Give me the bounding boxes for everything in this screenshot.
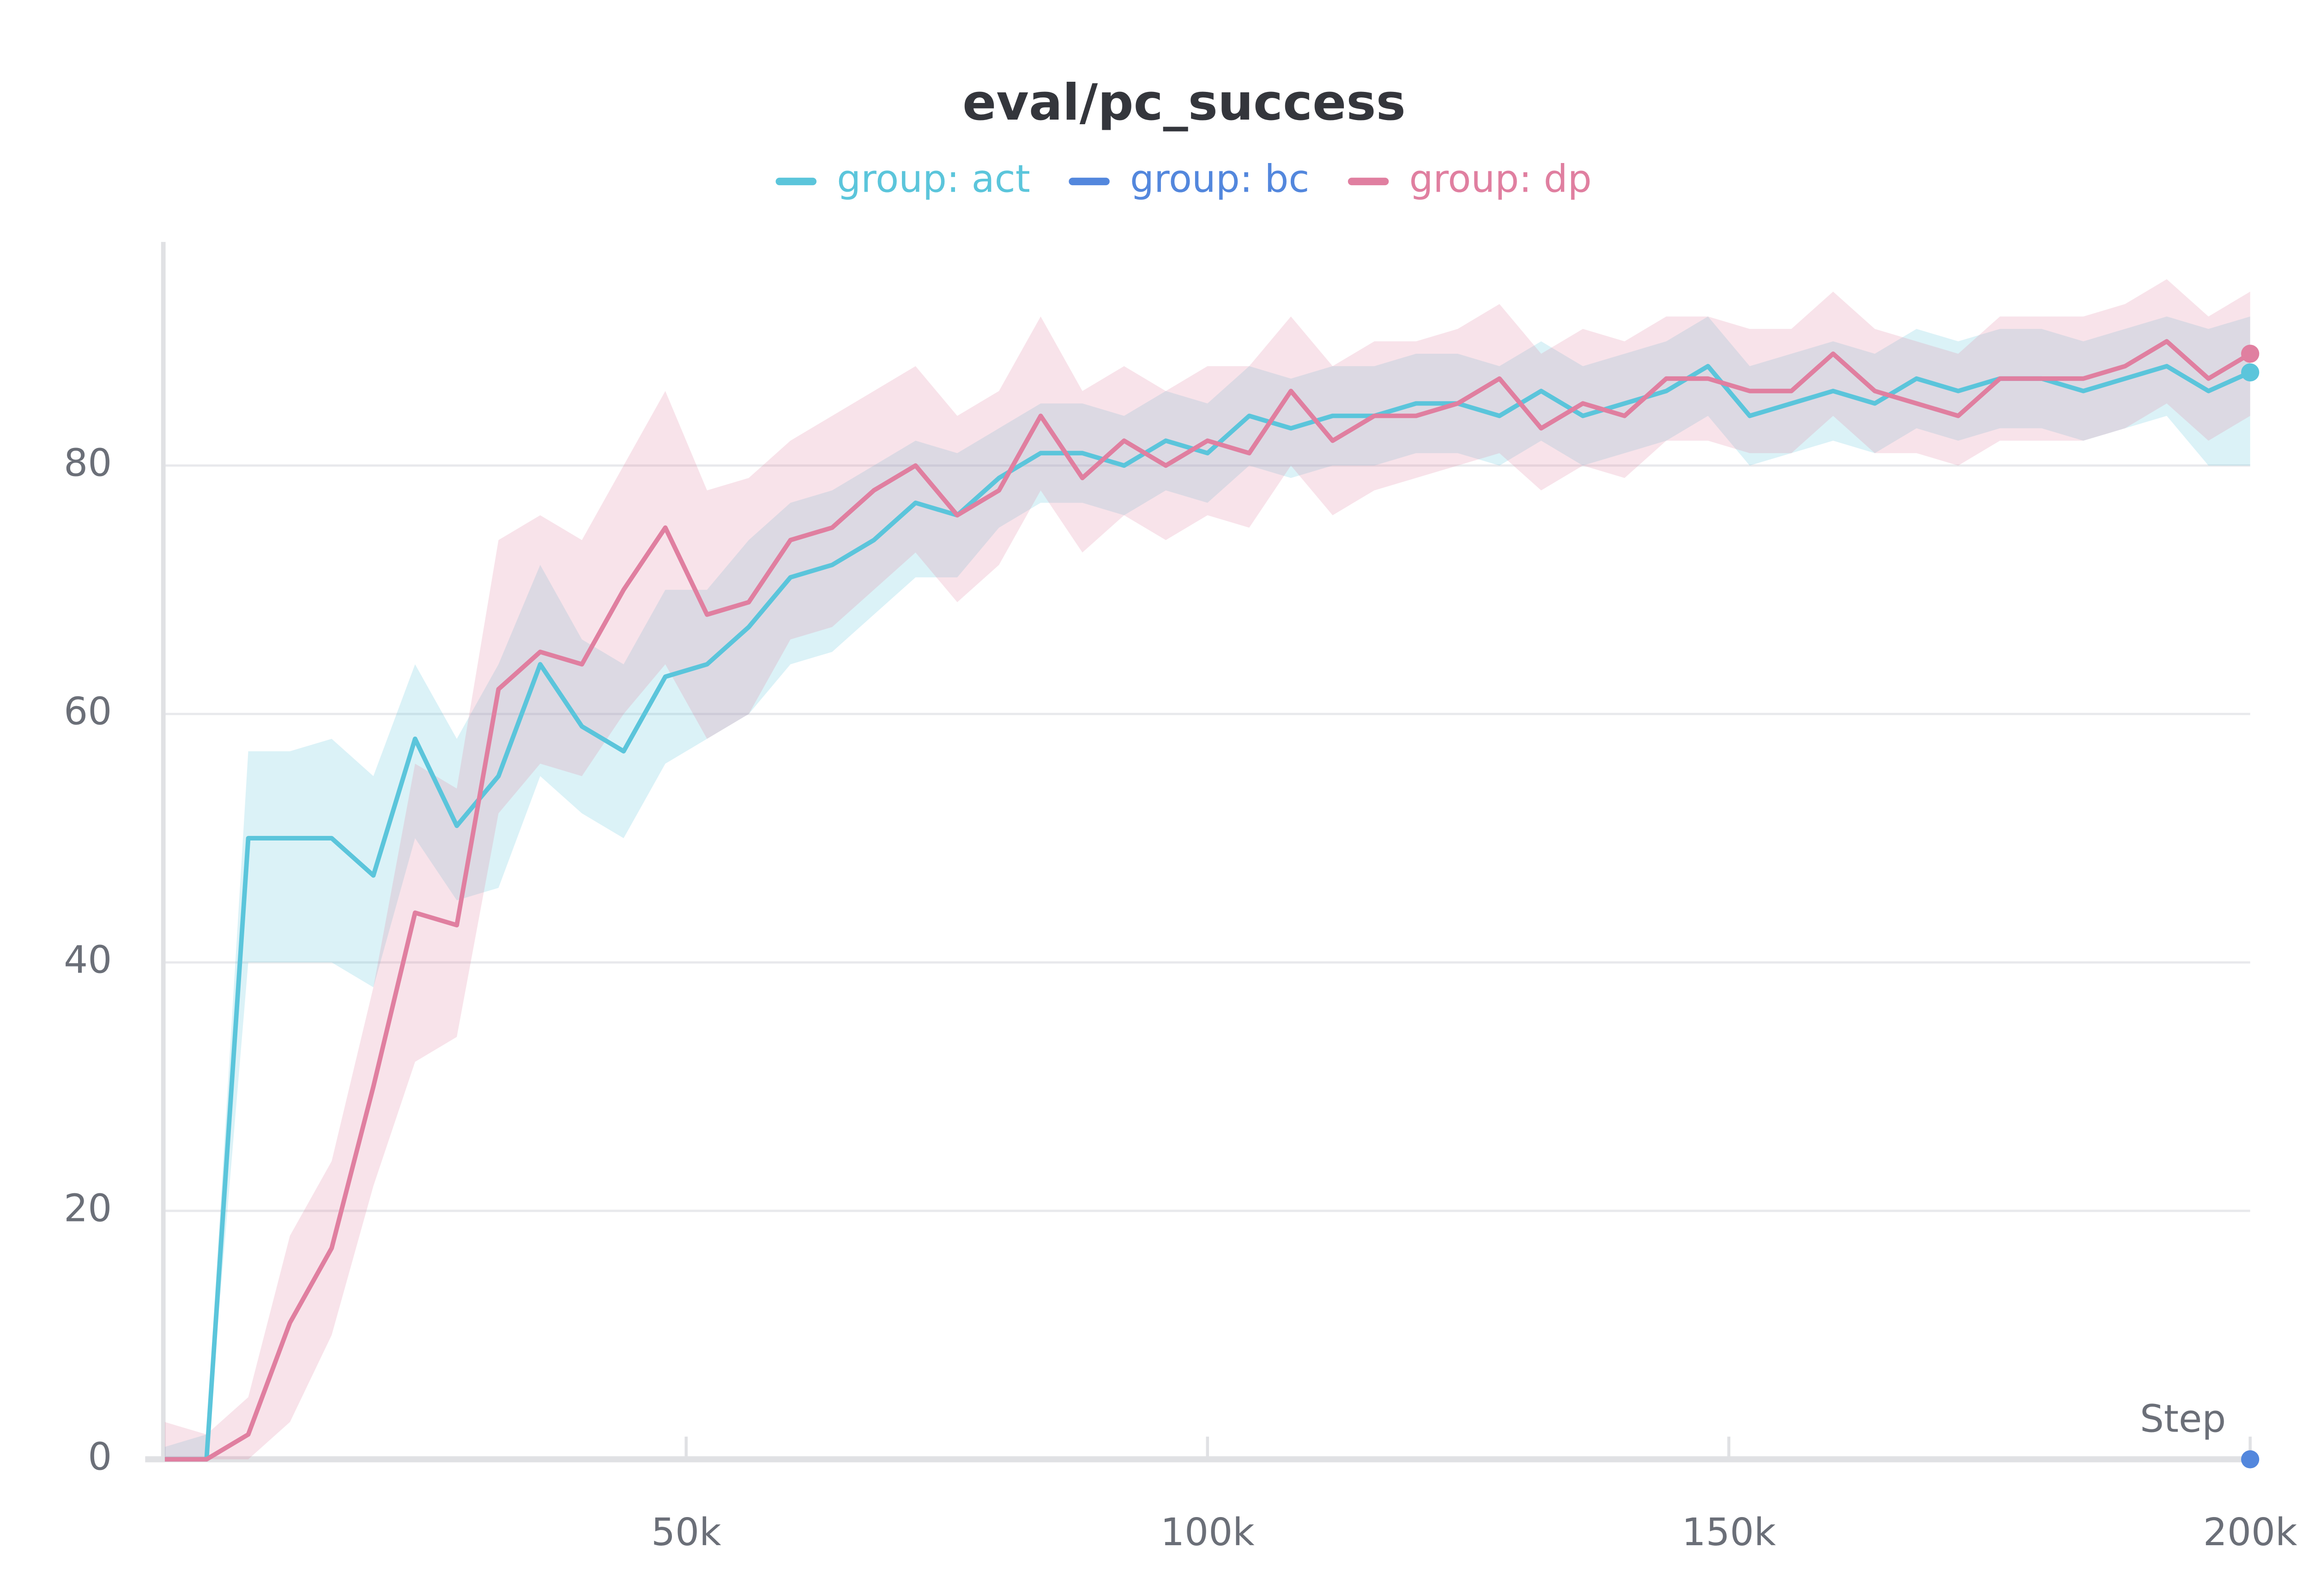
x-tick-label: 100k [1161, 1511, 1255, 1554]
end-point [2241, 345, 2260, 363]
x-tick-label: 150k [1682, 1511, 1776, 1554]
legend-label: group: bc [1130, 157, 1309, 201]
legend-label: group: act [837, 157, 1030, 201]
chart-title: eval/pc_success [962, 74, 1406, 132]
error-band [164, 316, 2250, 1459]
end-point [2241, 363, 2260, 382]
x-tick-label: 200k [2203, 1511, 2297, 1554]
x-tick-label: 50k [651, 1511, 721, 1554]
y-tick-label: 0 [88, 1435, 112, 1479]
end-point [2241, 1450, 2260, 1469]
y-tick-label: 80 [64, 441, 112, 485]
y-tick-label: 40 [64, 938, 112, 982]
y-tick-label: 20 [64, 1186, 112, 1230]
line [164, 339, 2252, 1462]
x-axis-label: Step [2140, 1397, 2226, 1441]
error-band [164, 279, 2250, 1459]
line [164, 364, 2251, 1462]
y-tick-label: 60 [64, 690, 112, 734]
legend-label: group: dp [1409, 157, 1591, 201]
